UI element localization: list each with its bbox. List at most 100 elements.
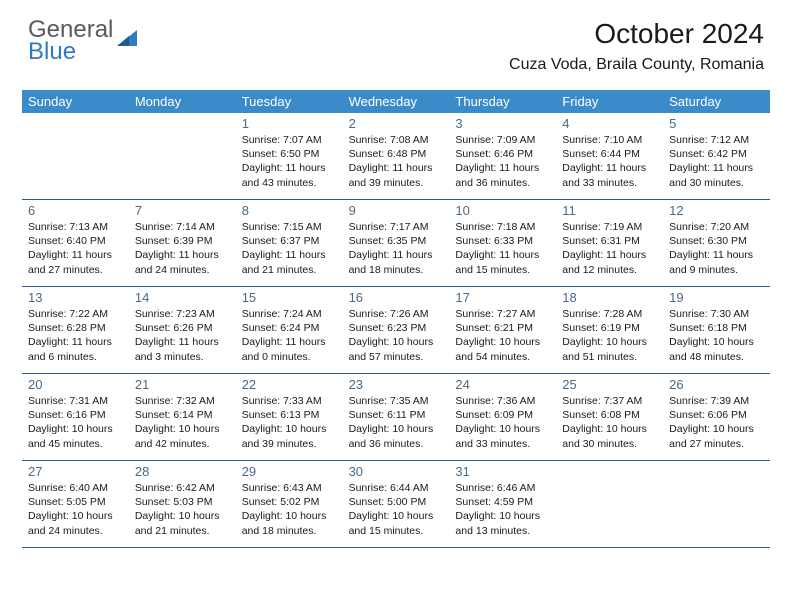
day-info: Sunrise: 7:39 AMSunset: 6:06 PMDaylight:… [669,394,764,451]
sunset-text: Sunset: 6:46 PM [455,147,550,161]
sunset-text: Sunset: 6:09 PM [455,408,550,422]
sunset-text: Sunset: 6:50 PM [242,147,337,161]
daylight-text: Daylight: 11 hours and 24 minutes. [135,248,230,276]
day-number: 30 [349,464,444,479]
day-info: Sunrise: 7:23 AMSunset: 6:26 PMDaylight:… [135,307,230,364]
day-info: Sunrise: 7:13 AMSunset: 6:40 PMDaylight:… [28,220,123,277]
header: General Blue October 2024 Cuza Voda, Bra… [0,0,792,80]
sunrise-text: Sunrise: 7:37 AM [562,394,657,408]
day-number: 10 [455,203,550,218]
daylight-text: Daylight: 11 hours and 9 minutes. [669,248,764,276]
sunrise-text: Sunrise: 7:13 AM [28,220,123,234]
day-number: 2 [349,116,444,131]
logo: General Blue [28,18,141,64]
sunrise-text: Sunrise: 7:26 AM [349,307,444,321]
daylight-text: Daylight: 10 hours and 27 minutes. [669,422,764,450]
day-info: Sunrise: 7:22 AMSunset: 6:28 PMDaylight:… [28,307,123,364]
day-cell: 23Sunrise: 7:35 AMSunset: 6:11 PMDayligh… [343,374,450,460]
sunset-text: Sunset: 4:59 PM [455,495,550,509]
sunset-text: Sunset: 6:16 PM [28,408,123,422]
sunrise-text: Sunrise: 6:42 AM [135,481,230,495]
sunset-text: Sunset: 6:31 PM [562,234,657,248]
weeks-container: 1Sunrise: 7:07 AMSunset: 6:50 PMDaylight… [22,113,770,548]
day-cell [556,461,663,547]
day-number: 28 [135,464,230,479]
sunrise-text: Sunrise: 7:24 AM [242,307,337,321]
sunrise-text: Sunrise: 7:10 AM [562,133,657,147]
sunrise-text: Sunrise: 7:30 AM [669,307,764,321]
sunrise-text: Sunrise: 6:40 AM [28,481,123,495]
day-number: 31 [455,464,550,479]
day-info: Sunrise: 7:33 AMSunset: 6:13 PMDaylight:… [242,394,337,451]
day-info: Sunrise: 7:37 AMSunset: 6:08 PMDaylight:… [562,394,657,451]
day-number: 1 [242,116,337,131]
daylight-text: Daylight: 10 hours and 57 minutes. [349,335,444,363]
sunrise-text: Sunrise: 7:31 AM [28,394,123,408]
day-cell: 1Sunrise: 7:07 AMSunset: 6:50 PMDaylight… [236,113,343,199]
month-title: October 2024 [509,18,764,50]
daylight-text: Daylight: 10 hours and 36 minutes. [349,422,444,450]
sunrise-text: Sunrise: 7:08 AM [349,133,444,147]
day-cell: 9Sunrise: 7:17 AMSunset: 6:35 PMDaylight… [343,200,450,286]
day-cell: 6 Sunrise: 7:13 AMSunset: 6:40 PMDaylight… [22,200,129,286]
daylight-text: Daylight: 10 hours and 33 minutes. [455,422,550,450]
day-cell [129,113,236,199]
day-info: Sunrise: 7:28 AMSunset: 6:19 PMDaylight:… [562,307,657,364]
daylight-text: Daylight: 11 hours and 33 minutes. [562,161,657,189]
day-number: 29 [242,464,337,479]
sunrise-text: Sunrise: 7:18 AM [455,220,550,234]
weekday-label: Wednesday [343,90,450,113]
sunset-text: Sunset: 6:11 PM [349,408,444,422]
day-info: Sunrise: 7:10 AMSunset: 6:44 PMDaylight:… [562,133,657,190]
sunset-text: Sunset: 6:33 PM [455,234,550,248]
daylight-text: Daylight: 11 hours and 18 minutes. [349,248,444,276]
weekday-label: Saturday [663,90,770,113]
daylight-text: Daylight: 10 hours and 15 minutes. [349,509,444,537]
day-number: 26 [669,377,764,392]
day-cell: 18 Sunrise: 7:28 AMSunset: 6:19 PMDayligh… [556,287,663,373]
sunset-text: Sunset: 6:06 PM [669,408,764,422]
location: Cuza Voda, Braila County, Romania [509,56,764,74]
sunrise-text: Sunrise: 7:32 AM [135,394,230,408]
week-row: 13Sunrise: 7:22 AMSunset: 6:28 PMDayligh… [22,287,770,374]
sunset-text: Sunset: 6:08 PM [562,408,657,422]
day-cell: 19 Sunrise: 7:30 AMSunset: 6:18 PMDayligh… [663,287,770,373]
weekday-label: Friday [556,90,663,113]
day-number: 16 [349,290,444,305]
day-number: 18 [562,290,657,305]
day-info: Sunrise: 7:08 AMSunset: 6:48 PMDaylight:… [349,133,444,190]
daylight-text: Daylight: 11 hours and 30 minutes. [669,161,764,189]
sunset-text: Sunset: 6:28 PM [28,321,123,335]
sunrise-text: Sunrise: 6:46 AM [455,481,550,495]
logo-line2: Blue [28,40,113,64]
day-number: 23 [349,377,444,392]
day-info: Sunrise: 7:32 AMSunset: 6:14 PMDaylight:… [135,394,230,451]
day-info: Sunrise: 7:20 AMSunset: 6:30 PMDaylight:… [669,220,764,277]
day-number: 7 [135,203,230,218]
weekday-label: Monday [129,90,236,113]
day-info: Sunrise: 7:15 AMSunset: 6:37 PMDaylight:… [242,220,337,277]
day-number: 6 [28,203,123,218]
day-info: Sunrise: 7:30 AMSunset: 6:18 PMDaylight:… [669,307,764,364]
sunrise-text: Sunrise: 7:39 AM [669,394,764,408]
daylight-text: Daylight: 10 hours and 18 minutes. [242,509,337,537]
day-cell: 21Sunrise: 7:32 AMSunset: 6:14 PMDayligh… [129,374,236,460]
day-cell: 30Sunrise: 6:44 AMSunset: 5:00 PMDayligh… [343,461,450,547]
sunrise-text: Sunrise: 7:14 AM [135,220,230,234]
day-info: Sunrise: 6:43 AMSunset: 5:02 PMDaylight:… [242,481,337,538]
week-row: 1Sunrise: 7:07 AMSunset: 6:50 PMDaylight… [22,113,770,200]
day-cell: 13Sunrise: 7:22 AMSunset: 6:28 PMDayligh… [22,287,129,373]
day-cell: 10 Sunrise: 7:18 AMSunset: 6:33 PMDayligh… [449,200,556,286]
day-info: Sunrise: 7:18 AMSunset: 6:33 PMDaylight:… [455,220,550,277]
sunset-text: Sunset: 6:39 PM [135,234,230,248]
sunset-text: Sunset: 6:13 PM [242,408,337,422]
day-info: Sunrise: 6:40 AMSunset: 5:05 PMDaylight:… [28,481,123,538]
day-number: 8 [242,203,337,218]
sunset-text: Sunset: 5:02 PM [242,495,337,509]
sunrise-text: Sunrise: 7:12 AM [669,133,764,147]
day-info: Sunrise: 7:24 AMSunset: 6:24 PMDaylight:… [242,307,337,364]
daylight-text: Daylight: 11 hours and 39 minutes. [349,161,444,189]
daylight-text: Daylight: 10 hours and 51 minutes. [562,335,657,363]
day-number: 19 [669,290,764,305]
day-cell: 3Sunrise: 7:09 AMSunset: 6:46 PMDaylight… [449,113,556,199]
